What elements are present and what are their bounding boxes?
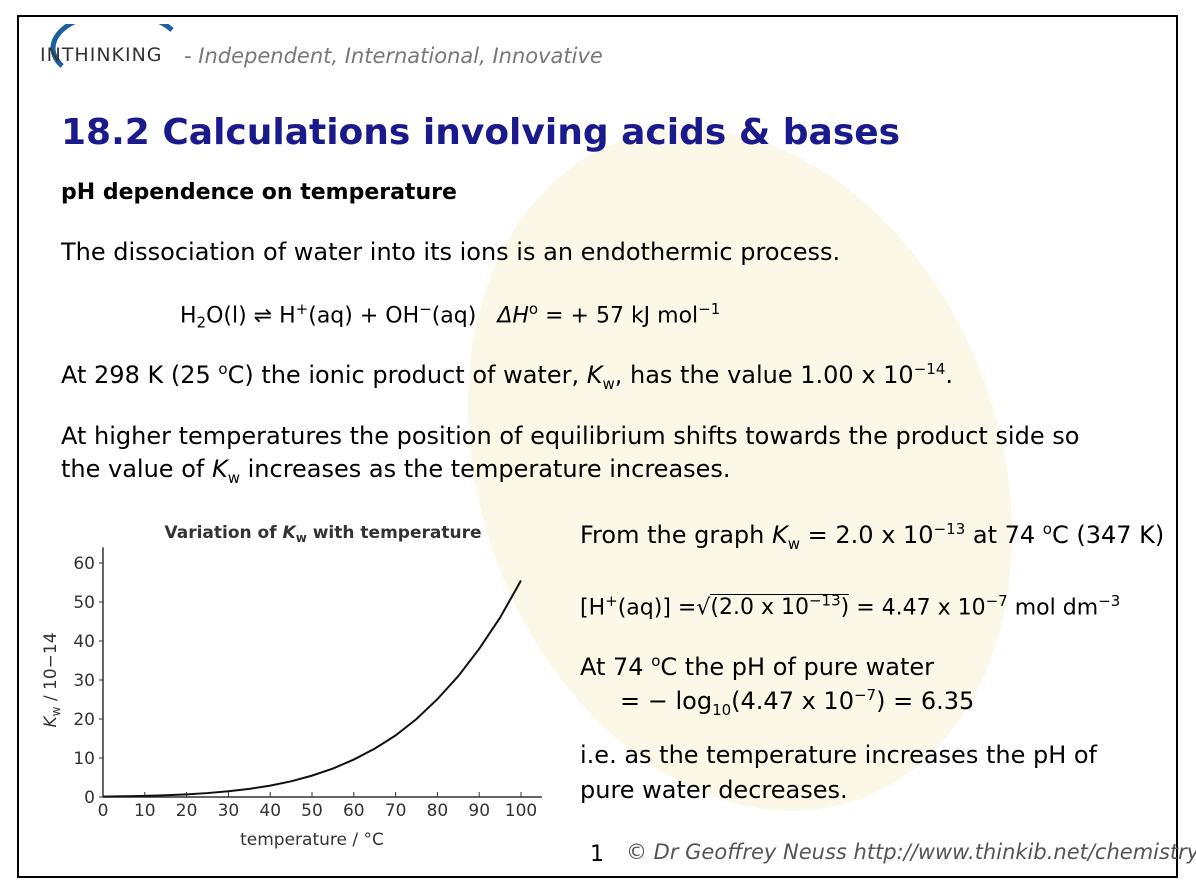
credit: © Dr Geoffrey Neuss http://www.thinkib.n… <box>626 840 1196 864</box>
equation: H2O(l) ⇌ H+(aq) + OH−(aq) ΔHo = + 57 kJ … <box>180 300 721 332</box>
h-conc: [H+(aq)] =√(2.0 x 10−13) = 4.47 x 10−7 m… <box>580 592 1121 621</box>
conclusion: i.e. as the temperature increases the pH… <box>580 741 1098 804</box>
x-tick-label: 100 <box>505 801 537 821</box>
x-tick-label: 90 <box>468 801 490 821</box>
y-tick-label: 30 <box>73 671 95 691</box>
ph-line1: At 74 oC the pH of pure water <box>580 652 935 681</box>
logo: INTHINKING <box>40 44 163 66</box>
chart-title: Variation of Kw with temperature <box>165 523 482 545</box>
higher-temp: At higher temperatures the position of e… <box>61 422 1080 487</box>
kw-value: At 298 K (25 oC) the ionic product of wa… <box>61 360 953 393</box>
page-number: 1 <box>590 842 604 867</box>
slide-title: 18.2 Calculations involving acids & base… <box>61 112 901 153</box>
x-tick-label: 0 <box>98 801 109 821</box>
x-tick-label: 20 <box>176 801 198 821</box>
y-axis-label: Kw / 10−14 <box>41 632 63 727</box>
y-tick-label: 40 <box>73 632 95 652</box>
kw-curve <box>102 580 522 798</box>
x-tick-label: 30 <box>218 801 240 821</box>
y-tick-label: 10 <box>73 749 95 769</box>
ph-line2: = − log10(4.47 x 10−7) = 6.35 <box>620 686 975 719</box>
x-tick-label: 60 <box>343 801 365 821</box>
x-tick-label: 80 <box>427 801 449 821</box>
intro: The dissociation of water into its ions … <box>61 238 841 266</box>
from-graph: From the graph Kw = 2.0 x 10−13 at 74 oC… <box>580 520 1165 553</box>
x-axis-label: temperature / °C <box>240 830 384 850</box>
y-tick-label: 0 <box>84 788 95 808</box>
tagline: - Independent, International, Innovative <box>184 44 603 68</box>
y-tick-label: 50 <box>73 593 95 613</box>
subtitle: pH dependence on temperature <box>61 180 457 205</box>
x-tick-label: 10 <box>134 801 156 821</box>
x-tick-label: 40 <box>259 801 281 821</box>
x-tick-label: 70 <box>385 801 407 821</box>
y-tick-label: 60 <box>73 554 95 574</box>
frame <box>17 15 1178 878</box>
y-tick-label: 20 <box>73 710 95 730</box>
x-tick-label: 50 <box>301 801 323 821</box>
logo-arc <box>50 24 174 68</box>
